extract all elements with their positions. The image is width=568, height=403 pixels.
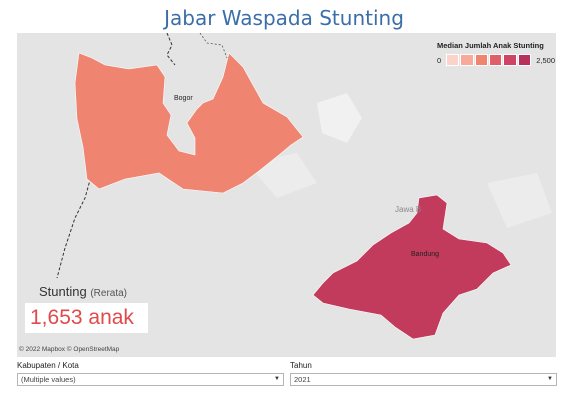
- filter-kabupaten-select[interactable]: (Multiple values) ▼: [17, 373, 284, 386]
- chevron-down-icon: ▼: [274, 376, 280, 382]
- legend-swatch: [474, 54, 488, 66]
- legend-swatch: [503, 54, 517, 66]
- boundary-line: [56, 172, 93, 279]
- kpi-label: Stunting (Rerata): [39, 284, 127, 299]
- boundary-line: [199, 33, 228, 59]
- legend-swatch: [489, 54, 503, 66]
- legend-title: Median Jumlah Anak Stunting: [437, 41, 544, 50]
- legend-swatch: [460, 54, 474, 66]
- page-title: Jabar Waspada Stunting: [164, 6, 404, 30]
- filter-tahun-select[interactable]: 2021 ▼: [290, 373, 557, 386]
- chevron-down-icon: ▼: [547, 376, 553, 382]
- legend-swatch: [445, 54, 460, 66]
- region-bogor[interactable]: [74, 52, 304, 194]
- filter-kabupaten-value: (Multiple values): [21, 375, 76, 384]
- region-label-bogor: Bogor: [174, 95, 193, 102]
- region-label-bandung: Bandung: [411, 251, 440, 258]
- legend-swatch: [517, 54, 532, 66]
- terrain-shape: [317, 93, 362, 143]
- legend-min-label: 0: [437, 55, 442, 65]
- map-view[interactable]: Median Jumlah Anak Stunting 0 2,500 Bogo…: [17, 33, 556, 357]
- region-bandung[interactable]: [312, 194, 512, 340]
- filter-tahun-value: 2021: [294, 375, 311, 384]
- color-legend: Median Jumlah Anak Stunting 0 2,500: [437, 41, 555, 66]
- kpi-value: 1,653 anak: [25, 303, 148, 333]
- kpi-sublabel: (Rerata): [90, 288, 128, 299]
- map-attribution[interactable]: © 2022 Mapbox © OpenStreetMap: [19, 346, 120, 353]
- filter-tahun-label: Tahun: [290, 361, 312, 370]
- boundary-line: [166, 33, 176, 66]
- place-label: Jawa B: [395, 205, 422, 214]
- legend-max-label: 2,500: [536, 55, 555, 65]
- map-canvas[interactable]: [17, 33, 556, 357]
- filter-kabupaten-label: Kabupaten / Kota: [17, 361, 79, 370]
- terrain-shape: [487, 173, 552, 228]
- kpi-label-text: Stunting: [39, 284, 87, 299]
